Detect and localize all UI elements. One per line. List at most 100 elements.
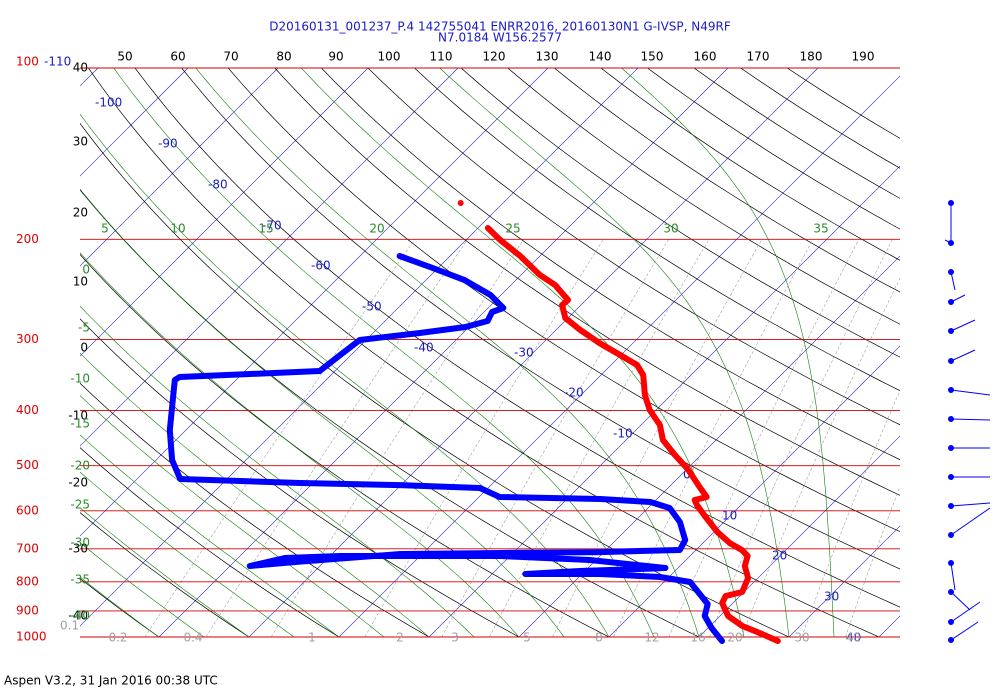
mixing-ratio-label: 5 <box>523 631 531 645</box>
caption: Aspen V3.2, 31 Jan 2016 00:38 UTC <box>4 674 218 688</box>
moist-left-label: -5 <box>78 321 90 335</box>
pressure-label: 900 <box>16 603 39 617</box>
isotherm <box>80 68 549 537</box>
mixing-ratio-line <box>668 239 860 637</box>
isotherm-label: -100 <box>95 96 122 110</box>
moist-adiabat <box>80 305 475 637</box>
theta-label: 90 <box>328 50 343 64</box>
theta-label: 80 <box>276 50 291 64</box>
isotherm-label: -90 <box>158 137 178 151</box>
theta-label: 100 <box>378 50 401 64</box>
theta-left-label: 10 <box>73 275 88 289</box>
moist-adiabat <box>621 68 835 637</box>
isotherm <box>80 68 189 177</box>
mixing-ratio-line <box>845 485 900 637</box>
pressure-label: 600 <box>16 503 39 517</box>
dry-adiabat <box>460 68 900 358</box>
dry-adiabat <box>80 512 250 637</box>
theta-label: 110 <box>430 50 453 64</box>
theta-label: 150 <box>641 50 664 64</box>
isotherm <box>698 435 900 637</box>
isotherm-label: -60 <box>311 259 331 273</box>
mixing-ratio-line <box>205 239 468 637</box>
dry-adiabat <box>647 68 900 230</box>
isotherm <box>518 255 900 637</box>
mixing-ratio-label: 1 <box>308 631 316 645</box>
mixing-ratio-label: 16 <box>690 631 705 645</box>
moist-left-label: -15 <box>70 417 90 431</box>
theta-left-label: -40 <box>68 609 88 623</box>
moist-label: 5 <box>101 222 109 236</box>
pressure-label: 800 <box>16 574 39 588</box>
moist-left-label: -25 <box>70 498 90 512</box>
mixing-ratio-label: 2 <box>396 631 404 645</box>
pressure-label: 1000 <box>16 630 47 644</box>
mixing-ratio-label: 40 <box>845 631 860 645</box>
moist-label: 10 <box>170 222 185 236</box>
moist-label: 30 <box>663 222 678 236</box>
theta-label: 60 <box>170 50 185 64</box>
mixing-ratio-label: 30 <box>794 631 809 645</box>
theta-left-label: -10 <box>68 409 88 423</box>
theta-left-label: -30 <box>68 542 88 556</box>
theta-left-label: 20 <box>73 206 88 220</box>
moist-left-label: -35 <box>70 573 90 587</box>
isotherm <box>80 68 459 447</box>
dry-adiabat <box>80 318 520 637</box>
mixing-ratio-line <box>741 277 900 637</box>
pressure-label: 100 <box>16 55 39 69</box>
pressure-label: 400 <box>16 403 39 417</box>
isotherm <box>788 525 900 637</box>
theta-label: 70 <box>223 50 238 64</box>
mixing-ratio-label: 20 <box>727 631 742 645</box>
wind-barbs <box>944 200 991 643</box>
isotherm <box>608 345 900 637</box>
isotherm-label: 30 <box>824 590 839 604</box>
isotherm-label: -30 <box>514 346 534 360</box>
chart-title: D20160131_001237_P.4 142755041 ENRR2016,… <box>269 20 731 34</box>
moist-label: 20 <box>369 222 384 236</box>
isotherm-label: -40 <box>414 341 434 355</box>
dry-adiabat <box>367 68 900 426</box>
chart-subtitle: N7.0184 W156.2577 <box>438 31 562 45</box>
dry-adiabat <box>134 68 900 608</box>
isotherm <box>80 68 369 357</box>
dry-adiabat <box>80 122 790 637</box>
theta-label: 170 <box>747 50 770 64</box>
theta-label: 180 <box>800 50 823 64</box>
isotherm-label: 10 <box>722 509 737 523</box>
isotherm <box>248 68 819 637</box>
pressure-label: 700 <box>16 541 39 555</box>
dry-adiabat <box>321 68 900 461</box>
isotherm-label: 20 <box>772 549 787 563</box>
isotherm <box>428 165 900 637</box>
isotherm-label: -110 <box>44 55 71 69</box>
profile-line <box>166 253 725 644</box>
foreground: 1002003004005006007008009001000-110-100-… <box>16 50 900 645</box>
mixing-ratio-label: 12 <box>644 631 659 645</box>
dry-adiabat <box>181 68 900 570</box>
moist-adiabat <box>80 434 340 637</box>
dry-adiabat <box>80 253 610 637</box>
dry-adiabat <box>227 68 900 533</box>
isotherm <box>338 75 900 637</box>
moist-adiabat <box>80 395 385 637</box>
theta-label: 130 <box>536 50 559 64</box>
moist-left-label: -10 <box>70 372 90 386</box>
dry-adiabat <box>554 68 900 293</box>
moist-adiabat <box>80 113 610 637</box>
isotherm-label: 0 <box>683 468 691 482</box>
dry-adiabat <box>80 447 340 637</box>
pressure-label: 300 <box>16 332 39 346</box>
theta-label: 190 <box>852 50 875 64</box>
dry-adiabat <box>600 68 900 261</box>
mixing-ratio-line <box>489 239 710 637</box>
moist-left-label: -40 <box>70 609 90 623</box>
moist-left-label: 0 <box>82 263 90 277</box>
moist-label: 35 <box>813 222 828 236</box>
dry-adiabat <box>80 188 700 637</box>
moist-left-label: -30 <box>70 536 90 550</box>
mixing-ratio-label: 8 <box>595 631 603 645</box>
theta-left-label: 40 <box>73 61 88 75</box>
